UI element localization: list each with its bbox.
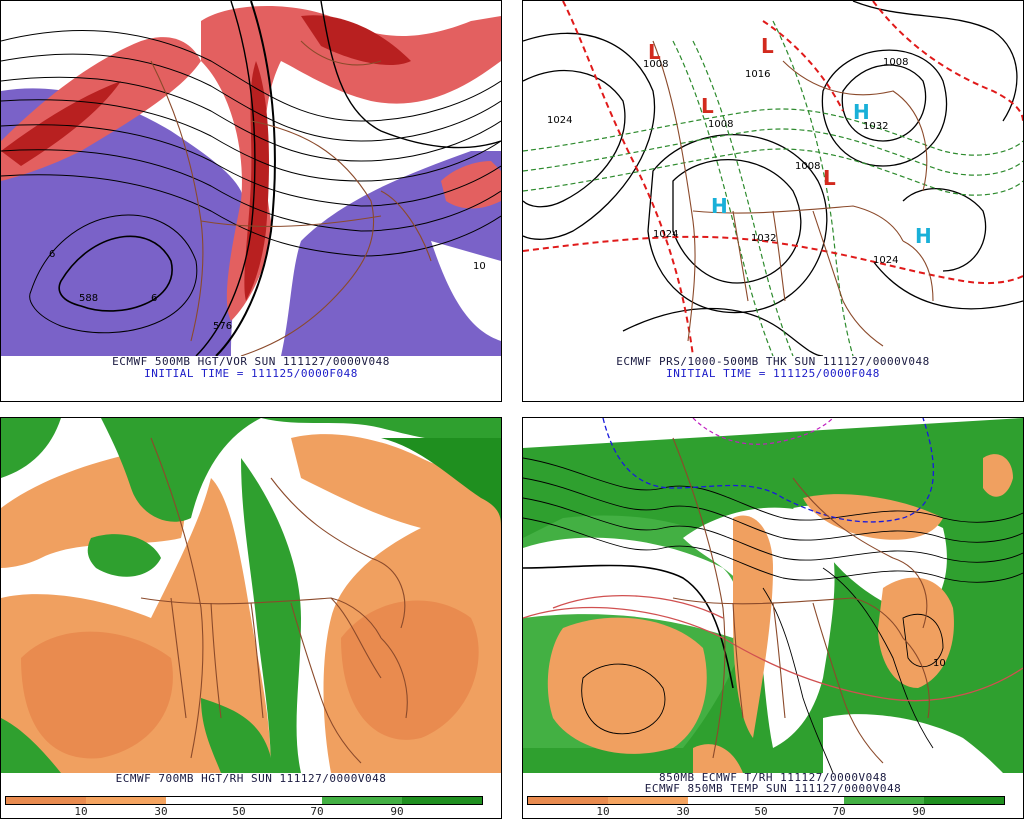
map-850mb-temp-rh: 10: [523, 418, 1023, 773]
panel-700mb-hgt-rh: ECMWF 700MB HGT/RH SUN 111127/0000V048 1…: [0, 417, 502, 819]
rh-scale-segment: [86, 797, 166, 804]
rh-scale-segment: [924, 797, 1004, 804]
panel-caption: 850MB ECMWF T/RH 111127/0000V048: [659, 771, 887, 784]
rh-scale-segment: [688, 797, 844, 804]
panel-caption: ECMWF 500MB HGT/VOR SUN 111127/0000V048: [112, 355, 390, 368]
rh-scale-segment: [528, 797, 608, 804]
contour-label: 1008: [883, 57, 908, 68]
rh-color-scale: [527, 796, 1005, 805]
contour-label: 1008: [795, 161, 820, 172]
low-pressure-marker: L: [701, 94, 714, 118]
contour-label: 10: [933, 658, 946, 669]
low-pressure-marker: L: [823, 166, 836, 190]
contour-label: 1016: [745, 69, 770, 80]
contour-label: 1024: [547, 115, 572, 126]
scale-tick-label: 30: [154, 805, 168, 818]
panel-caption: ECMWF PRS/1000-500MB THK SUN 111127/0000…: [616, 355, 930, 368]
panel-prs-thk: L L L L H H H 1024 1024 1032 1024 1008 1…: [522, 0, 1024, 402]
panel-caption: ECMWF 700MB HGT/RH SUN 111127/0000V048: [115, 772, 387, 785]
contour-label: 576: [213, 321, 232, 332]
contour-label: 1024: [653, 229, 678, 240]
scale-tick-label: 70: [832, 805, 846, 818]
rh-color-scale: [5, 796, 483, 805]
rh-scale-segment: [402, 797, 482, 804]
contour-label: 1008: [708, 119, 733, 130]
scale-tick-label: 30: [676, 805, 690, 818]
contour-label: 6: [151, 293, 157, 304]
panel-subcaption: INITIAL TIME = 111125/0000F048: [666, 367, 880, 380]
map-500mb-vorticity: 588 576 6 6 10: [1, 1, 501, 356]
scale-tick-label: 10: [596, 805, 610, 818]
contour-label: 6: [49, 249, 55, 260]
scale-tick-label: 90: [390, 805, 404, 818]
scale-tick-label: 10: [74, 805, 88, 818]
scale-tick-label: 50: [754, 805, 768, 818]
panel-subcaption: INITIAL TIME = 111125/0000F048: [144, 367, 358, 380]
map-700mb-rh: [1, 418, 501, 773]
contour-label: 588: [79, 293, 98, 304]
contour-label: 1024: [873, 255, 898, 266]
scale-tick-label: 90: [912, 805, 926, 818]
scale-tick-label: 70: [310, 805, 324, 818]
high-pressure-marker: H: [915, 224, 932, 248]
rh-scale-segment: [844, 797, 924, 804]
panel-500mb-hgt-vor: 588 576 6 6 10 ECMWF 500MB HGT/VOR SUN 1…: [0, 0, 502, 402]
low-pressure-marker: L: [648, 40, 661, 64]
high-pressure-marker: H: [853, 100, 870, 124]
low-pressure-marker: L: [761, 34, 774, 58]
rh-scale-segment: [166, 797, 322, 804]
contour-label: 1032: [863, 121, 888, 132]
rh-scale-segment: [608, 797, 688, 804]
rh-scale-segment: [322, 797, 402, 804]
panel-subcaption: ECMWF 850MB TEMP SUN 111127/0000V048: [644, 782, 902, 795]
high-pressure-marker: H: [711, 194, 728, 218]
rh-scale-segment: [6, 797, 86, 804]
contour-label: 1008: [643, 59, 668, 70]
scale-tick-label: 50: [232, 805, 246, 818]
contour-label: 10: [473, 261, 486, 272]
map-pressure-thickness: L L L L H H H 1024 1024 1032 1024 1008 1…: [523, 1, 1023, 356]
panel-850mb-t-rh: 10 850MB ECMWF T/RH 111127/0000V048 ECMW…: [522, 417, 1024, 819]
contour-label: 1032: [751, 233, 776, 244]
